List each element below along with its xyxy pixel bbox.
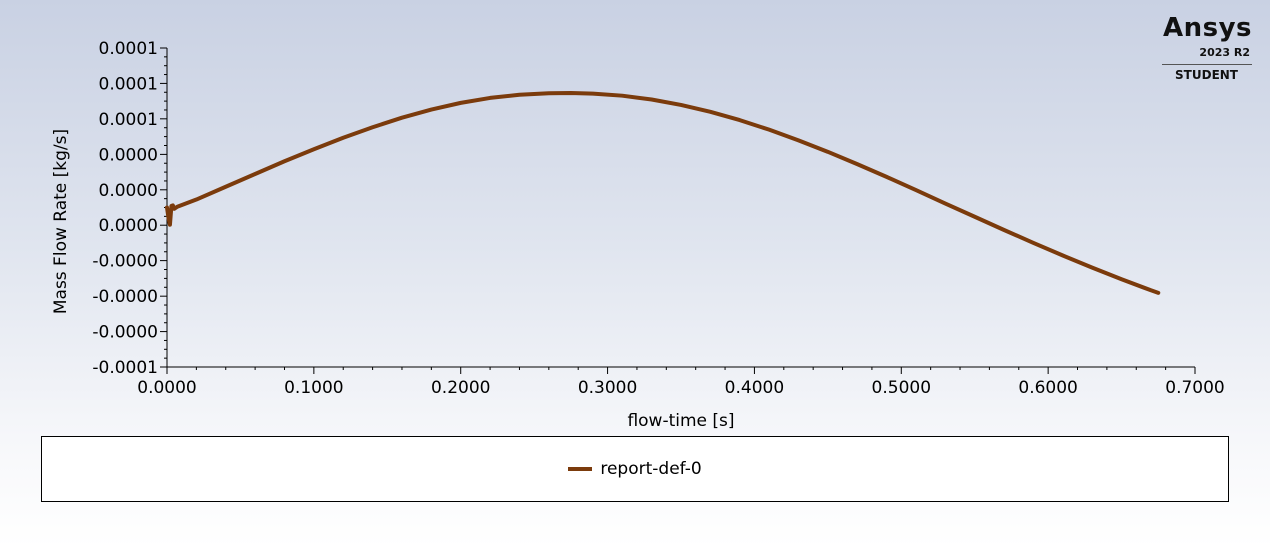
legend-swatch [568,467,593,471]
x-tick-label: 0.3000 [578,378,637,398]
legend-label: report-def-0 [600,459,702,479]
y-tick-label: 0.0001 [99,39,158,59]
y-tick-label: 0.0000 [99,145,158,165]
logo-name: Ansys [1162,13,1252,43]
y-tick-label: -0.0000 [92,287,158,307]
legend: report-def-0 [41,436,1229,502]
x-axis: 0.0000 0.1000 0.2000 0.3000 0.4000 0.5000 0.60… [137,366,1225,398]
x-tick-label: 0.2000 [431,378,490,398]
logo-version: 2023 R2 [1199,46,1250,59]
y-axis: -0.0001 -0.0000 -0.0000 -0.0000 0.0000 0.0000… [92,39,168,378]
y-axis-title: Mass Flow Rate [kg/s] [51,129,71,314]
x-tick-label: 0.0000 [137,378,196,398]
y-tick-label: -0.0000 [92,252,158,272]
x-tick-label: 0.5000 [872,378,931,398]
x-tick-label: 0.4000 [725,378,784,398]
x-tick-label: 0.1000 [284,378,343,398]
y-tick-label: -0.0001 [92,358,158,378]
logo-divider [1162,64,1252,65]
x-tick-label: 0.7000 [1165,378,1224,398]
x-tick-label: 0.6000 [1018,378,1077,398]
logo-edition: STUDENT [1175,68,1238,82]
y-tick-label: 0.0001 [99,74,158,94]
y-tick-label: -0.0000 [92,323,158,343]
series-line-report-def-0 [165,90,1161,295]
x-axis-title: flow-time [s] [627,411,734,431]
series-layer [165,90,1161,295]
ansys-logo: Ansys 2023 R2 STUDENT [1142,14,1252,82]
y-tick-label: 0.0000 [99,181,158,201]
y-tick-label: 0.0001 [99,110,158,130]
y-tick-label: 0.0000 [99,216,158,236]
